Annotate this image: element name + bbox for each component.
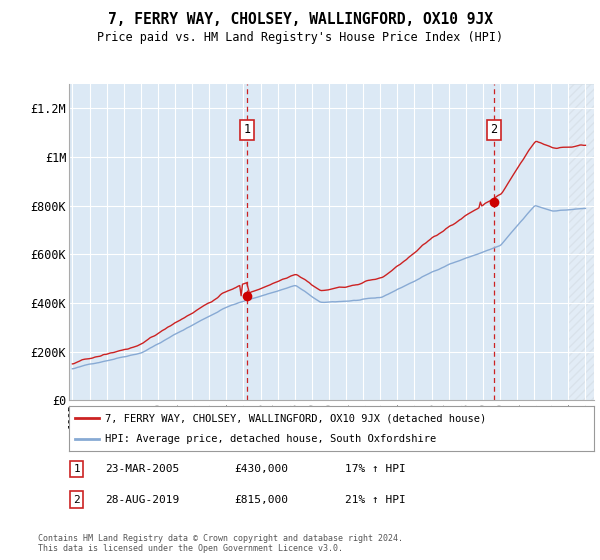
Text: 1: 1 xyxy=(73,464,80,474)
Bar xyxy=(568,84,594,400)
Text: Contains HM Land Registry data © Crown copyright and database right 2024.
This d: Contains HM Land Registry data © Crown c… xyxy=(38,534,403,553)
Text: 21% ↑ HPI: 21% ↑ HPI xyxy=(345,494,406,505)
Text: 1: 1 xyxy=(244,123,251,137)
Text: 28-AUG-2019: 28-AUG-2019 xyxy=(105,494,179,505)
Text: HPI: Average price, detached house, South Oxfordshire: HPI: Average price, detached house, Sout… xyxy=(105,433,436,444)
Text: 17% ↑ HPI: 17% ↑ HPI xyxy=(345,464,406,474)
Text: £815,000: £815,000 xyxy=(234,494,288,505)
Text: Price paid vs. HM Land Registry's House Price Index (HPI): Price paid vs. HM Land Registry's House … xyxy=(97,31,503,44)
Text: 2: 2 xyxy=(73,494,80,505)
Text: 7, FERRY WAY, CHOLSEY, WALLINGFORD, OX10 9JX: 7, FERRY WAY, CHOLSEY, WALLINGFORD, OX10… xyxy=(107,12,493,27)
Text: 23-MAR-2005: 23-MAR-2005 xyxy=(105,464,179,474)
Text: 2: 2 xyxy=(490,123,497,137)
Text: 7, FERRY WAY, CHOLSEY, WALLINGFORD, OX10 9JX (detached house): 7, FERRY WAY, CHOLSEY, WALLINGFORD, OX10… xyxy=(105,413,486,423)
Bar xyxy=(568,84,594,400)
Text: £430,000: £430,000 xyxy=(234,464,288,474)
